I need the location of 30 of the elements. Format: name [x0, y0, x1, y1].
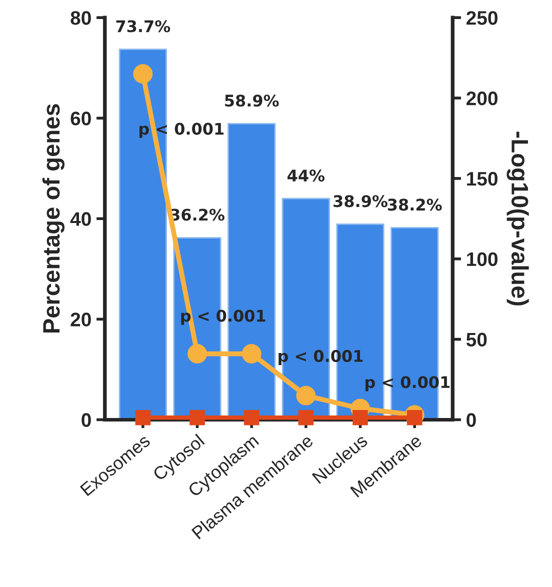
data-label: 58.9%	[225, 94, 279, 107]
point	[352, 410, 368, 426]
y2-axis-title: -Log10(p-value)	[506, 132, 529, 306]
point	[133, 64, 153, 84]
data-label: 38.2%	[388, 198, 442, 211]
y-tick-label: 60	[70, 112, 91, 126]
y-tick-label: 20	[70, 312, 91, 326]
y2-tick-label: 150	[467, 172, 498, 186]
point	[296, 386, 316, 406]
point	[298, 410, 314, 426]
y2-tick-label: 50	[466, 332, 487, 347]
y-tick-label: 80	[70, 11, 91, 25]
bar	[118, 48, 167, 420]
point	[242, 344, 262, 364]
y-axis-title: Percentage of genes	[42, 104, 65, 333]
y2-tick-label: 0	[466, 413, 476, 427]
point	[135, 410, 151, 426]
data-label: 38.9%	[334, 195, 388, 208]
y2-tick-label: 200	[466, 91, 498, 106]
point	[244, 410, 260, 426]
point	[188, 344, 207, 364]
point	[190, 410, 205, 426]
point	[406, 410, 422, 426]
y2-tick-label: 250	[466, 11, 498, 25]
data-label: 73.7%	[116, 20, 170, 32]
y-tick-label: 0	[82, 413, 91, 427]
data-label: 44%	[288, 169, 325, 182]
annotation: p < 0.001	[140, 122, 224, 138]
y-tick-label: 40	[70, 212, 91, 226]
y2-tick-label: 100	[467, 252, 498, 266]
